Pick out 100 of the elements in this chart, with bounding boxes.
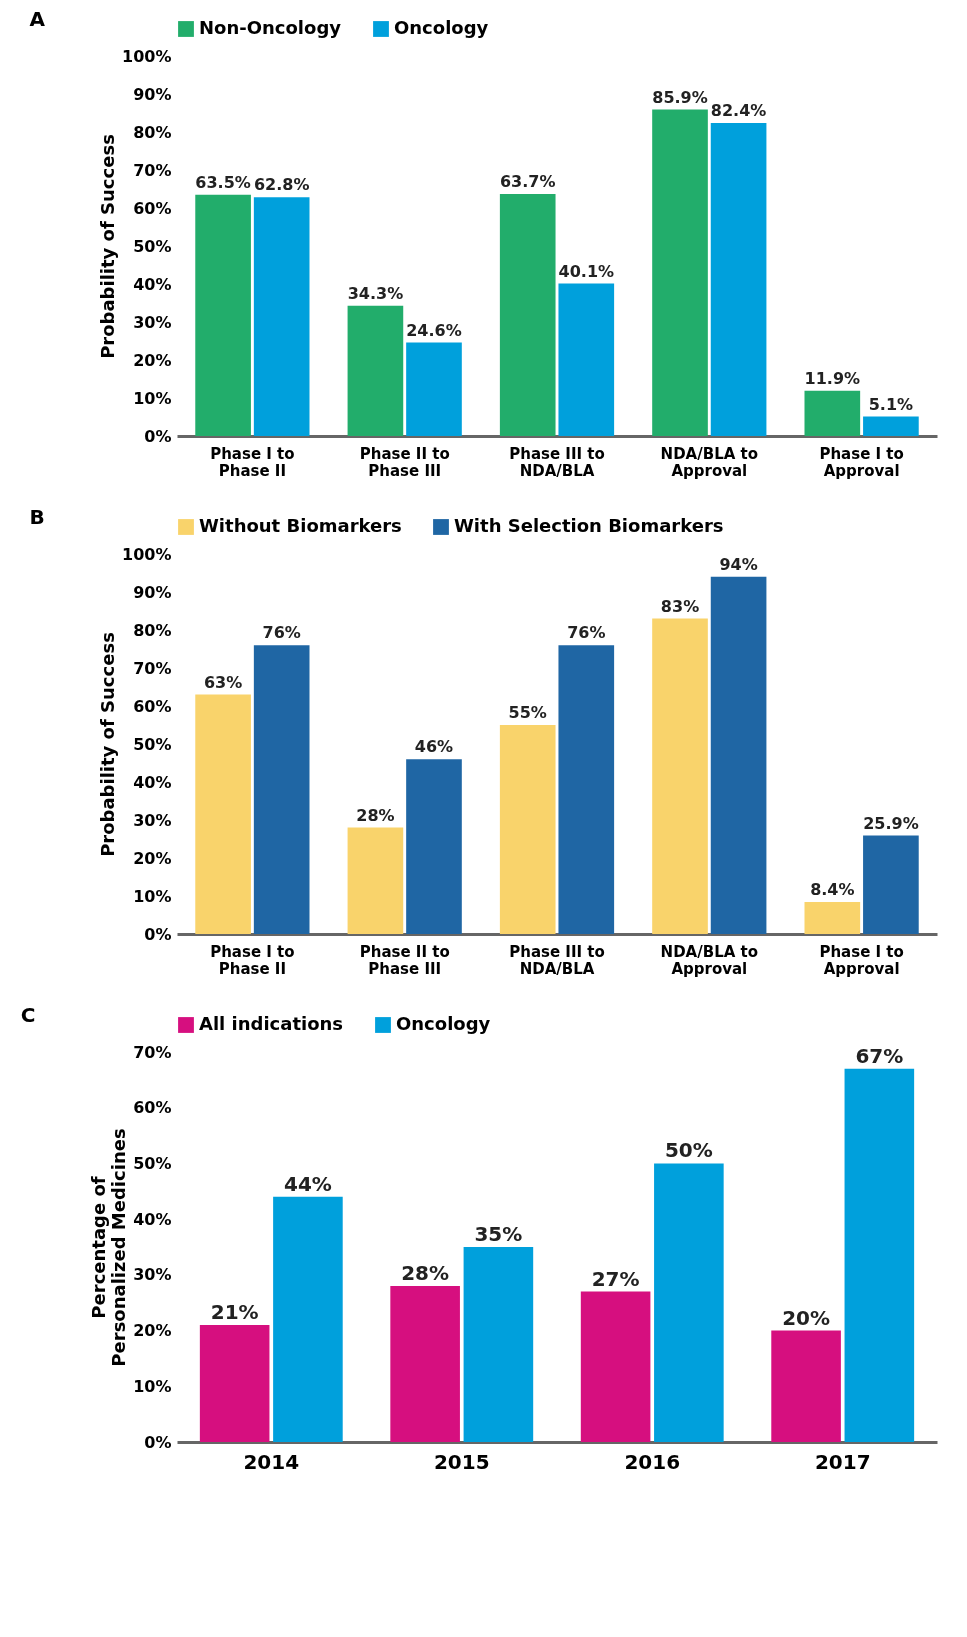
y-tick-label: 20% [133,350,172,370]
data-label: 50% [664,1138,713,1163]
y-tick-label: 10% [133,1376,172,1396]
x-tick-label: 2015 [433,1449,490,1474]
data-label: 63% [203,672,243,692]
y-tick-label: 90% [133,582,172,602]
data-label: 11.9% [804,368,861,388]
y-tick-label: 0% [144,1432,172,1452]
data-label: 67% [855,1043,904,1068]
data-label: 21% [210,1300,259,1324]
legend-label: Oncology [396,1013,491,1034]
data-label: 63.5% [195,172,251,192]
data-label: 46% [414,737,454,757]
y-axis-title: Percentage of Personalized Medicines [88,1128,130,1367]
y-tick-label: 20% [133,848,172,868]
bar [273,1196,343,1442]
data-label: 94% [719,554,758,574]
x-tick-label: Phase I to Approval [819,444,904,480]
y-tick-label: 60% [133,696,172,716]
y-tick-label: 30% [133,810,172,830]
y-tick-label: 100% [122,46,172,66]
x-tick-label: Phase III to NDA/BLA [509,444,605,480]
bar [558,283,615,436]
bar [347,305,404,436]
bar [710,122,767,436]
bar [406,759,462,934]
x-tick-label: Phase III to NDA/BLA [509,942,605,978]
y-tick-label: 80% [133,620,172,640]
y-tick-label: 70% [133,1042,172,1062]
legend-label: Oncology [394,17,489,38]
y-tick-label: 70% [133,658,172,678]
bar [499,193,556,436]
data-label: 55% [508,703,547,722]
x-tick-label: 2016 [624,1449,681,1474]
y-tick-label: 10% [133,886,172,906]
data-label: 35% [474,1222,523,1246]
bar [195,694,251,934]
data-label: 5.1% [868,394,914,414]
legend-label: All indications [199,1013,344,1034]
data-label: 44% [283,1171,332,1196]
y-tick-label: 80% [133,122,172,142]
y-tick-label: 0% [144,924,172,944]
data-label: 34.3% [347,283,404,303]
y-tick-label: 20% [133,1321,172,1341]
chart-title: C [20,1003,36,1027]
data-label: 76% [567,623,606,643]
bar [499,725,556,934]
bar [580,1291,651,1442]
data-label: 62.8% [253,175,310,195]
legend-label: Non-Oncology [199,17,342,38]
bar [654,1163,724,1442]
x-tick-label: Phase I to Approval [819,942,904,978]
data-label: 82.4% [710,100,767,120]
y-tick-label: 50% [133,236,172,256]
data-label: 76% [262,623,301,643]
bar [844,1068,915,1442]
x-tick-label: 2017 [814,1449,871,1474]
data-label: 85.9% [652,87,708,107]
data-label: 83% [660,596,700,616]
x-tick-label: Phase I to Phase II [210,444,295,480]
bar [390,1286,460,1442]
y-tick-label: 0% [144,426,172,446]
legend-label: Without Biomarkers [199,515,402,536]
y-tick-label: 40% [133,772,172,792]
y-tick-label: 40% [133,274,172,294]
bar [771,1330,841,1442]
x-tick-label: Phase I to Phase II [210,942,295,978]
bar [406,342,462,436]
y-tick-label: 60% [133,198,172,218]
bar [347,827,404,934]
y-axis-title: Probability of Success [97,632,119,857]
y-tick-label: 90% [133,84,172,104]
x-tick-label: 2014 [243,1449,300,1474]
x-tick-label: NDA/BLA to Approval [660,942,758,978]
data-label: 27% [591,1266,640,1291]
y-tick-label: 50% [133,1153,172,1173]
bar [804,390,861,436]
data-label: 40.1% [558,261,615,281]
bar [253,645,310,934]
data-label: 24.6% [406,320,462,340]
y-tick-label: 30% [133,312,172,332]
bar [710,576,767,934]
data-label: 63.7% [499,171,556,191]
y-tick-label: 50% [133,734,172,754]
chart-title: A [29,7,46,31]
y-tick-label: 60% [133,1098,172,1118]
bar [863,835,919,934]
bar [558,645,615,934]
bar [652,109,708,436]
bar [804,902,861,934]
data-label: 28% [356,805,395,825]
y-tick-label: 70% [133,160,172,180]
bar [652,618,708,934]
data-label: 28% [401,1261,450,1285]
data-label: 8.4% [810,880,855,900]
y-tick-label: 30% [133,1265,172,1285]
y-tick-label: 100% [122,544,172,564]
y-tick-label: 10% [133,388,172,408]
x-tick-label: NDA/BLA to Approval [660,444,758,480]
bar [195,194,251,436]
